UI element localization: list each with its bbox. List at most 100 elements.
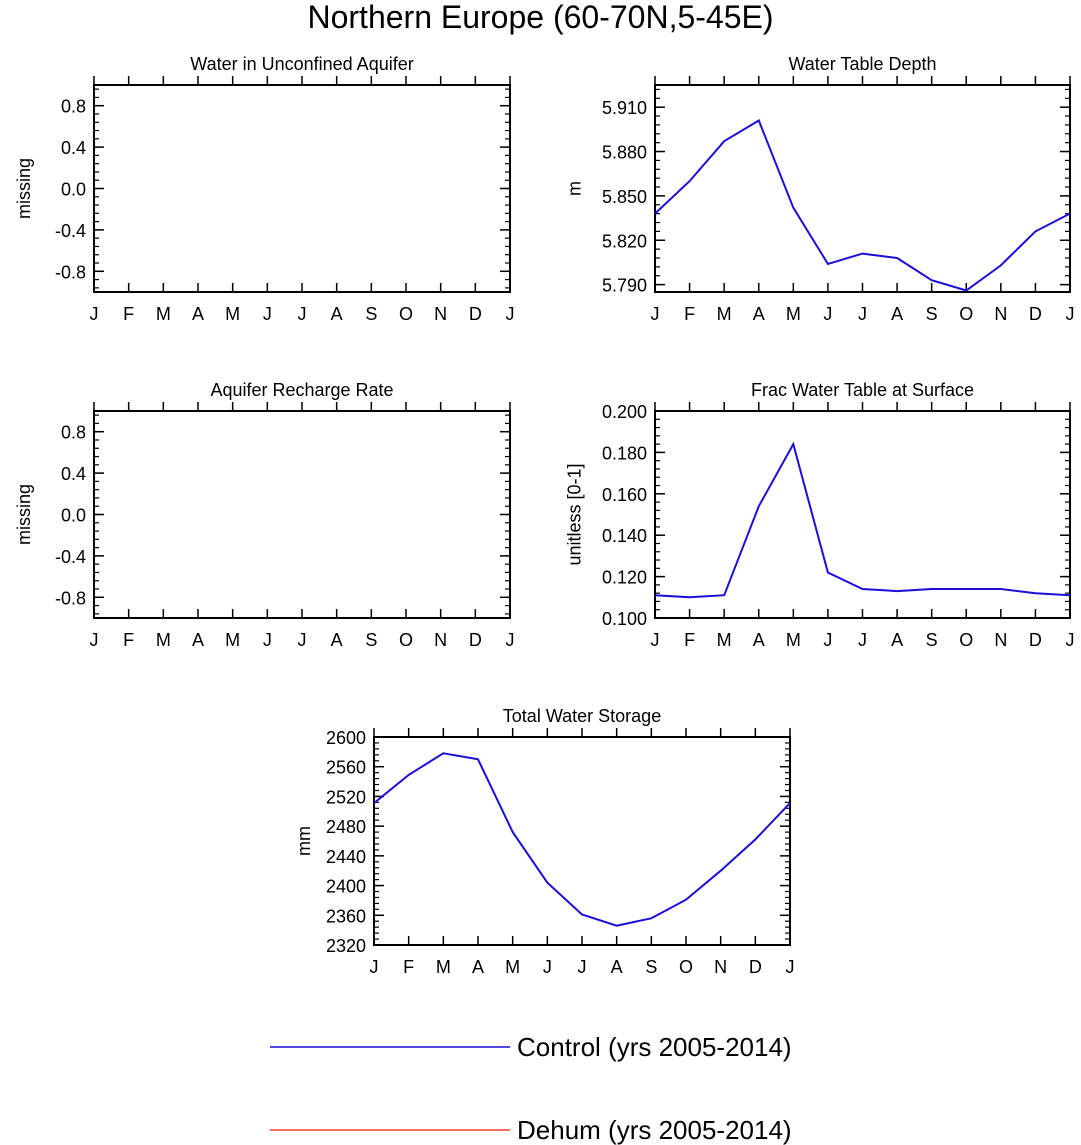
y-axis-label: unitless [0-1] [565,463,585,565]
y-axis-label: missing [14,484,34,545]
x-tick-label: A [753,630,765,650]
x-tick-label: J [858,304,867,324]
series-line-1 [654,119,1071,292]
y-tick-label: 0.8 [61,423,86,443]
y-tick-label: 0.160 [602,485,647,505]
y-tick-label: -0.4 [55,547,86,567]
x-tick-label: M [225,304,240,324]
x-tick-label: J [263,630,272,650]
x-tick-label: O [399,630,413,650]
y-tick-label: 0.8 [61,97,86,117]
y-tick-label: 2480 [326,817,366,837]
x-tick-label: J [298,630,307,650]
x-tick-label: D [1029,304,1042,324]
x-tick-label: O [399,304,413,324]
x-tick-label: F [684,630,695,650]
y-axis-label: mm [294,826,314,856]
y-tick-label: 2600 [326,728,366,748]
x-tick-label: J [578,957,587,977]
x-tick-label: M [786,630,801,650]
chart-panel-5: J F M A M J J A S O N D J232023602400244024802520256… [294,706,795,977]
y-tick-label: 0.0 [61,180,86,200]
plot-frame [654,84,1071,293]
x-tick-label: O [959,304,973,324]
x-tick-label: N [994,304,1007,324]
y-tick-label: 5.850 [602,187,647,207]
x-tick-label: F [123,304,134,324]
x-tick-label: J [506,630,515,650]
x-tick-label: J [823,630,832,650]
y-tick-label: -0.4 [55,221,86,241]
y-tick-label: -0.8 [55,588,86,608]
x-tick-label: J [823,304,832,324]
x-tick-label: D [469,304,482,324]
x-tick-label: J [298,304,307,324]
x-tick-label: S [645,957,657,977]
chart-title: Water Table Depth [788,54,936,74]
legend-label-control: Control (yrs 2005-2014) [517,1032,792,1062]
x-tick-label: O [959,630,973,650]
x-tick-label: A [753,304,765,324]
x-tick-label: O [679,957,693,977]
y-tick-label: 0.0 [61,506,86,526]
y-tick-label: -0.8 [55,262,86,282]
plot-frame [93,410,511,619]
x-tick-label: F [403,957,414,977]
x-tick-label: J [90,304,99,324]
x-tick-label: J [506,304,515,324]
x-tick-label: J [786,957,795,977]
y-tick-label: 0.4 [61,464,86,484]
x-tick-label: A [331,304,343,324]
y-tick-label: 2360 [326,906,366,926]
x-tick-label: J [1066,304,1075,324]
plot-frame [654,410,1071,619]
x-tick-label: J [858,630,867,650]
x-tick-label: D [469,630,482,650]
chart-title: Aquifer Recharge Rate [210,380,393,400]
x-tick-label: N [434,630,447,650]
x-tick-label: A [192,304,204,324]
y-tick-label: 5.880 [602,143,647,163]
y-tick-label: 2400 [326,877,366,897]
x-tick-label: A [472,957,484,977]
x-tick-label: J [1066,630,1075,650]
chart-title: Frac Water Table at Surface [751,380,974,400]
y-tick-label: 0.100 [602,609,647,629]
x-tick-label: S [365,304,377,324]
legend-label-dehum: Dehum (yrs 2005-2014) [517,1115,792,1145]
x-tick-label: A [331,630,343,650]
y-tick-label: 5.910 [602,98,647,118]
y-tick-label: 2520 [326,787,366,807]
y-tick-label: 2320 [326,936,366,956]
chart-title: Water in Unconfined Aquifer [190,54,413,74]
x-tick-label: M [717,630,732,650]
x-tick-label: D [749,957,762,977]
x-tick-label: J [543,957,552,977]
x-tick-label: M [436,957,451,977]
x-tick-label: J [651,304,660,324]
x-tick-label: N [714,957,727,977]
y-tick-label: 0.120 [602,568,647,588]
x-tick-label: J [263,304,272,324]
series-line-1 [373,752,791,927]
x-tick-label: M [156,630,171,650]
x-tick-label: A [891,630,903,650]
x-tick-label: N [994,630,1007,650]
x-tick-label: M [225,630,240,650]
plot-frame [93,84,511,293]
x-tick-label: A [611,957,623,977]
x-tick-label: M [786,304,801,324]
y-tick-label: 0.200 [602,402,647,422]
x-tick-label: M [156,304,171,324]
x-tick-label: F [684,304,695,324]
x-tick-label: A [891,304,903,324]
y-tick-label: 5.820 [602,231,647,251]
x-tick-label: S [365,630,377,650]
x-tick-label: M [717,304,732,324]
x-tick-label: J [370,957,379,977]
y-tick-label: 2440 [326,847,366,867]
x-tick-label: D [1029,630,1042,650]
y-axis-label: missing [14,158,34,219]
figure-title: Northern Europe (60-70N,5-45E) [307,0,774,35]
